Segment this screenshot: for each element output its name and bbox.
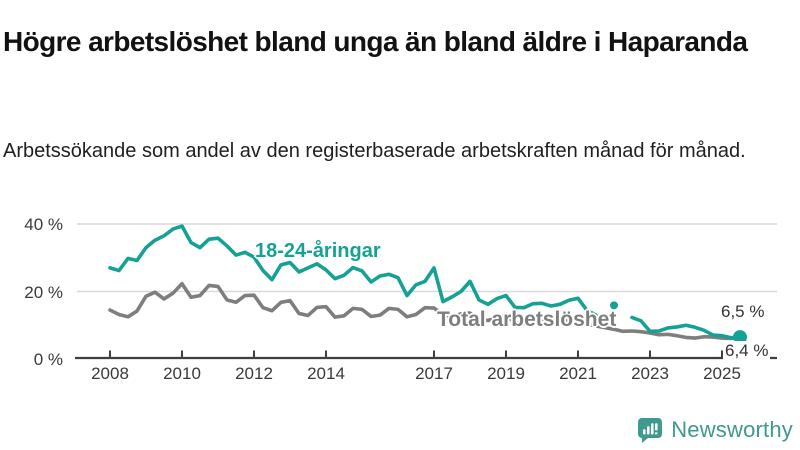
y-tick-label: 40 % [24, 215, 63, 234]
series-end-dot [733, 330, 747, 345]
data-line [630, 315, 742, 340]
y-tick-label: 20 % [24, 282, 63, 302]
x-tick-label: 2023 [631, 364, 669, 383]
x-tick-label: 2017 [415, 364, 453, 383]
newsworthy-logo: Newsworthy [636, 416, 793, 444]
x-tick-label: 2010 [163, 364, 201, 383]
data-point [610, 301, 618, 310]
x-tick-label: 2025 [703, 364, 741, 383]
data-line [108, 281, 742, 341]
x-tick-label: 2021 [559, 364, 597, 383]
x-tick-label: 2012 [235, 364, 273, 383]
x-tick-label: 2014 [307, 364, 345, 383]
bar-chart-speech-bubble-icon [638, 418, 663, 443]
series-label-youth: 18-24-åringar [255, 240, 381, 262]
page-title: Högre arbetslöshet bland unga än bland ä… [3, 25, 748, 57]
x-tick-label: 2019 [487, 364, 525, 383]
chart-subtitle: Arbetssökande som andel av den registerb… [3, 140, 746, 162]
end-value-youth: 6,5 % [721, 302, 765, 321]
x-tick-label: 2008 [91, 364, 129, 383]
end-value-total: 6,4 % [723, 341, 771, 363]
series-label-total: Total arbetslöshet [437, 308, 617, 331]
y-tick-label: 0 % [33, 350, 63, 369]
logo-text: Newsworthy [671, 417, 793, 442]
data-line [108, 224, 598, 317]
